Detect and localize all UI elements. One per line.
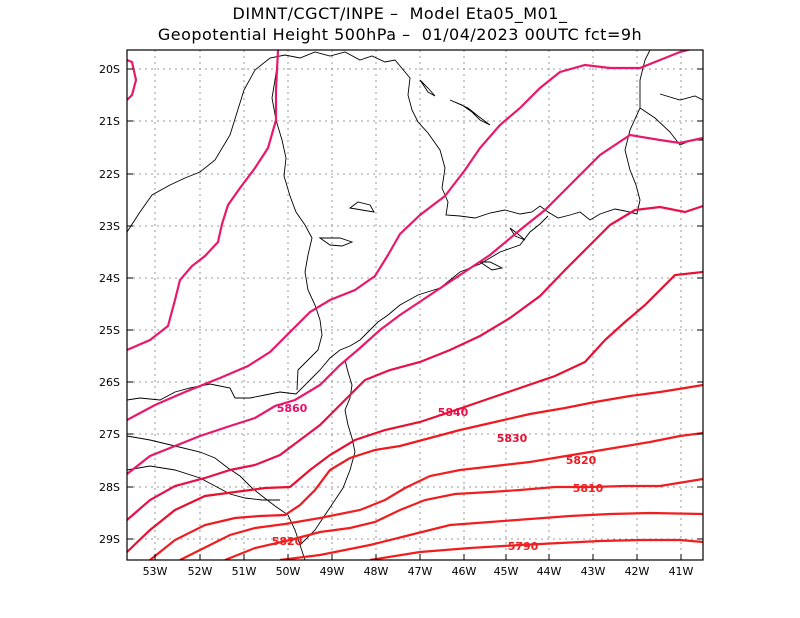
contour-label-5830: 5830: [497, 432, 528, 445]
plot-frame: [126, 49, 704, 561]
contour-line: [279, 511, 703, 560]
lon-label: 49W: [320, 565, 345, 578]
contour-label-5820: 5820: [566, 454, 597, 467]
lon-label: 45W: [494, 565, 519, 578]
contour-line: [224, 477, 703, 560]
lon-label: 44W: [537, 565, 562, 578]
contour-label-5840: 5840: [438, 406, 469, 419]
chart-title-line1: DIMNT/CGCT/INPE – Model Eta05_M01_: [232, 4, 568, 23]
chart-title-line2: Geopotential Height 500hPa – 01/04/2023 …: [157, 25, 643, 44]
lon-label: 47W: [408, 565, 433, 578]
contour-line: [127, 204, 703, 521]
lat-label: 27S: [99, 428, 120, 441]
lat-label: 28S: [99, 481, 120, 494]
lon-label: 41W: [669, 565, 694, 578]
lat-label: 22S: [99, 168, 120, 181]
contour-line: [127, 270, 703, 553]
contour-line: [127, 50, 280, 352]
contour-line: [127, 50, 693, 421]
contour-label-5820-south: 5820: [272, 535, 303, 548]
coastline-and-borders: [127, 50, 703, 560]
lat-label: 29S: [99, 533, 120, 546]
lat-label: 21S: [99, 115, 120, 128]
contour-label-5790: 5790: [508, 540, 539, 553]
lon-label: 46W: [452, 565, 477, 578]
lat-label: 23S: [99, 220, 120, 233]
contour-line: [127, 133, 703, 475]
longitude-labels: 53W 52W 51W 50W 49W 48W 47W 46W 45W 44W …: [143, 565, 694, 578]
lon-label: 52W: [188, 565, 213, 578]
lon-label: 43W: [581, 565, 606, 578]
lat-label: 24S: [99, 272, 120, 285]
lat-label: 26S: [99, 376, 120, 389]
contour-label-5810: 5810: [573, 482, 604, 495]
geopotential-contours: [127, 50, 703, 560]
contour-line: [149, 383, 703, 560]
lon-label: 50W: [276, 565, 301, 578]
contour-line: [179, 431, 703, 560]
lat-label: 20S: [99, 63, 120, 76]
lon-label: 53W: [143, 565, 168, 578]
lon-label: 48W: [364, 565, 389, 578]
contour-labels: 5860 5840 5830 5820 5810 5790 5820: [272, 402, 604, 553]
contour-line: [369, 538, 703, 560]
contour-line: [127, 58, 138, 101]
latitude-labels: 20S 21S 22S 23S 24S 25S 26S 27S 28S 29S: [99, 63, 120, 546]
tick-marks: [127, 68, 703, 560]
lat-label: 25S: [99, 324, 120, 337]
lon-label: 51W: [232, 565, 257, 578]
lon-label: 42W: [625, 565, 650, 578]
contour-label-5860: 5860: [277, 402, 308, 415]
